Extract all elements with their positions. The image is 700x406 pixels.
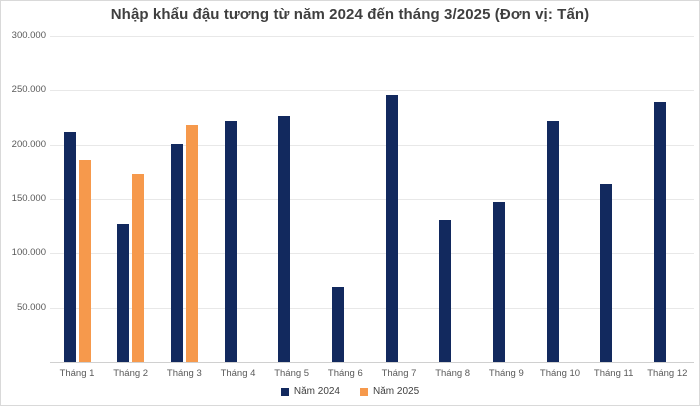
x-tick-label: Tháng 7 bbox=[381, 368, 417, 379]
gridline bbox=[50, 36, 694, 37]
chart-legend: Năm 2024 Năm 2025 bbox=[0, 386, 700, 397]
gridline bbox=[50, 307, 694, 309]
x-tick-label: Tháng 2 bbox=[113, 368, 149, 379]
y-tick-label: 200.000 bbox=[11, 138, 46, 150]
bar-năm-2024-month-8 bbox=[439, 219, 452, 362]
legend-label-2025: Năm 2025 bbox=[373, 386, 420, 397]
gridline bbox=[50, 90, 694, 92]
x-tick-label: Tháng 5 bbox=[274, 368, 310, 379]
x-tick-label: Tháng 1 bbox=[59, 368, 95, 379]
bar-năm-2024-month-4 bbox=[224, 120, 237, 362]
legend-item-2024: Năm 2024 bbox=[280, 386, 340, 397]
bar-năm-2025-month-3 bbox=[185, 125, 198, 362]
x-tick-label: Tháng 6 bbox=[327, 368, 363, 379]
chart-title: Nhập khẩu đậu tương từ năm 2024 đến thán… bbox=[110, 6, 590, 23]
x-tick-label: Tháng 9 bbox=[488, 368, 524, 379]
x-tick-label: Tháng 3 bbox=[166, 368, 202, 379]
gridline bbox=[50, 199, 694, 200]
y-tick-label: 150.000 bbox=[11, 193, 46, 204]
x-tick-label: Tháng 8 bbox=[435, 368, 471, 379]
gridline bbox=[50, 253, 694, 255]
legend-item-2025: Năm 2025 bbox=[360, 386, 419, 397]
bar-năm-2024-month-6 bbox=[331, 287, 344, 362]
x-tick-label: Tháng 11 bbox=[593, 368, 634, 379]
bar-năm-2024-month-5 bbox=[278, 116, 291, 362]
y-tick-label: 250.000 bbox=[11, 84, 46, 96]
gridline bbox=[50, 144, 694, 146]
y-tick-label: 50.000 bbox=[16, 301, 46, 313]
bar-năm-2025-month-1 bbox=[78, 159, 91, 362]
legend-label-2024: Năm 2024 bbox=[293, 386, 340, 397]
legend-swatch-2025 bbox=[360, 387, 368, 396]
bar-năm-2024-month-11 bbox=[600, 183, 613, 362]
x-tick-label: Tháng 10 bbox=[539, 368, 581, 379]
bar-năm-2024-month-3 bbox=[170, 143, 183, 362]
x-tick-label: Tháng 4 bbox=[220, 368, 256, 379]
bar-năm-2025-month-2 bbox=[132, 174, 145, 362]
x-tick-label: Tháng 12 bbox=[647, 368, 688, 379]
legend-swatch-2024 bbox=[280, 387, 289, 396]
bar-năm-2024-month-7 bbox=[385, 94, 398, 362]
bar-năm-2024-month-1 bbox=[63, 131, 76, 362]
y-tick-label: 100.000 bbox=[11, 247, 46, 259]
bar-năm-2024-month-10 bbox=[546, 120, 559, 362]
bar-năm-2024-month-12 bbox=[653, 102, 666, 362]
plot-area bbox=[50, 36, 694, 363]
y-tick-label: 300.000 bbox=[11, 30, 46, 41]
bar-năm-2024-month-2 bbox=[117, 224, 130, 362]
bar-năm-2024-month-9 bbox=[492, 202, 505, 362]
